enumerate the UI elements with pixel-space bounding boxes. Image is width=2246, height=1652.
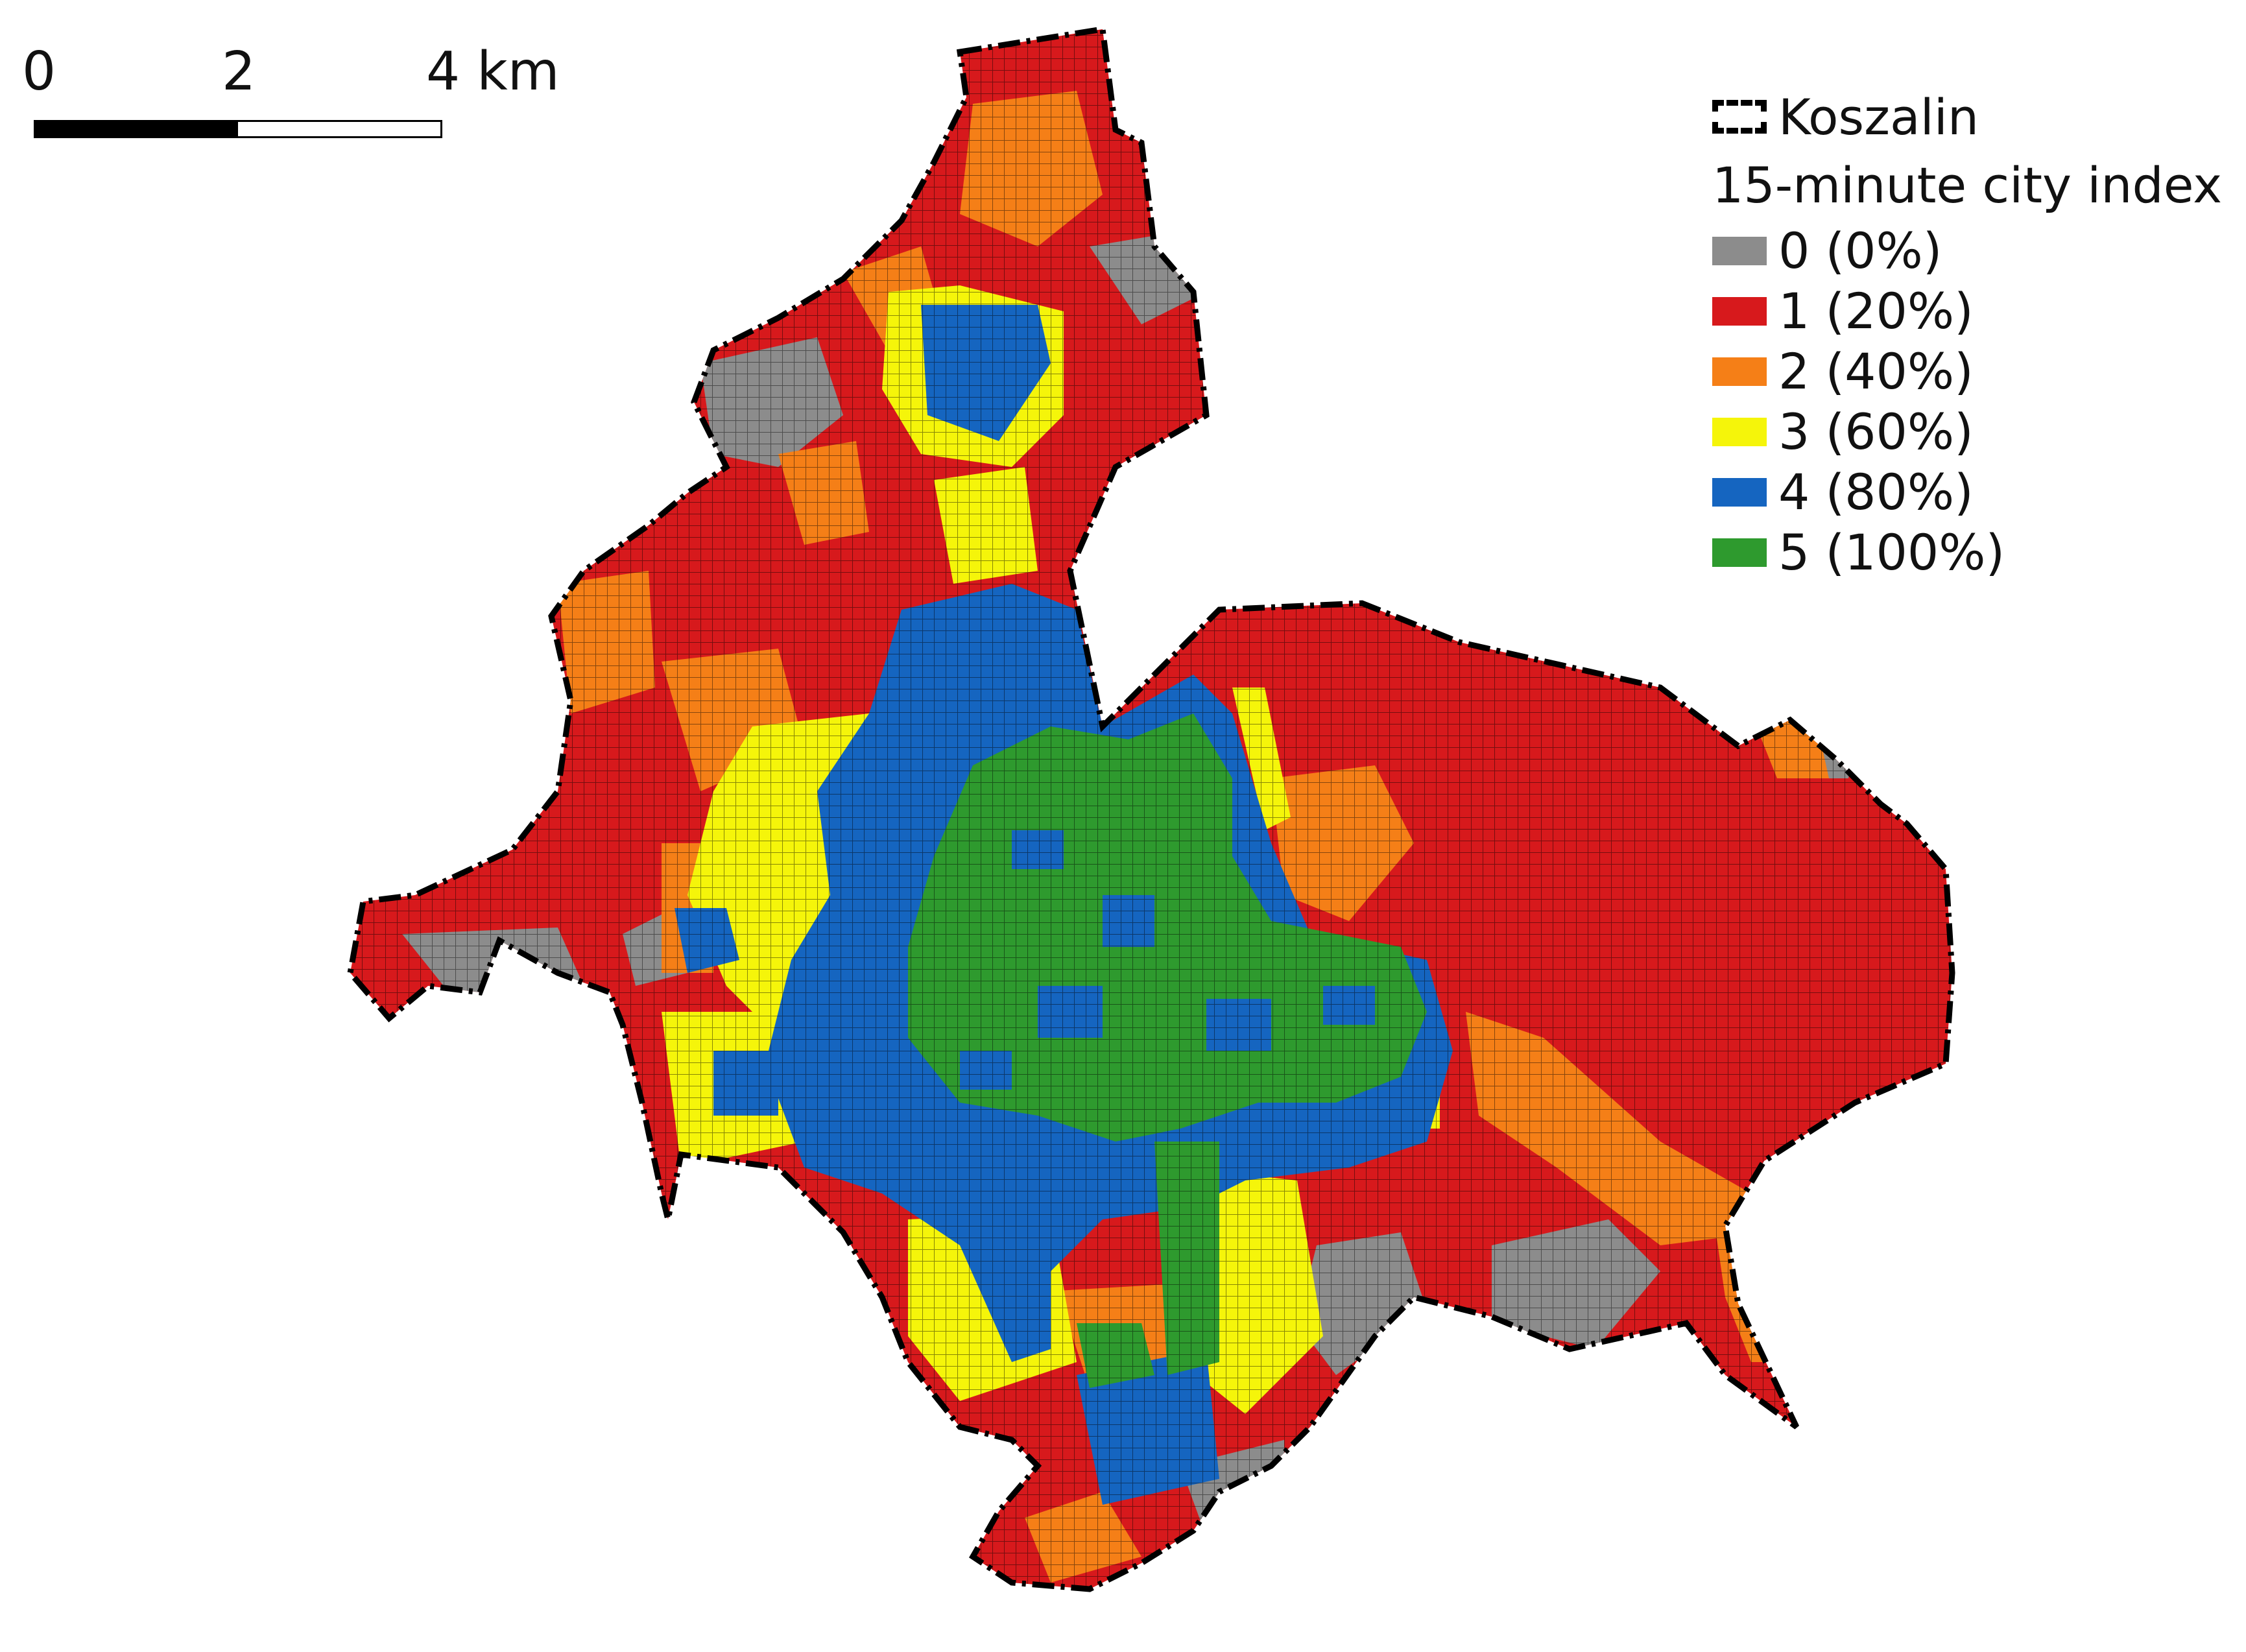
legend-swatch: [1712, 296, 1767, 326]
legend-label: 0 (0%): [1778, 222, 1942, 280]
legend-classes: 0 (0%) 1 (20%) 2 (40%) 3 (60%) 4 (80%) 5 (100…: [1712, 221, 2231, 582]
scale-tick-2: 2: [222, 41, 256, 102]
legend-swatch: [1712, 236, 1767, 265]
legend-label: 5 (100%): [1778, 523, 2005, 581]
legend-item: 1 (20%): [1712, 281, 2231, 341]
legend-label: 4 (80%): [1778, 463, 1974, 521]
legend-boundary-row: Koszalin: [1712, 84, 2231, 149]
legend-label: 1 (20%): [1778, 282, 1974, 340]
legend-swatch: [1712, 538, 1767, 567]
legend-item: 0 (0%): [1712, 221, 2231, 281]
legend-label: 3 (60%): [1778, 403, 1974, 461]
legend: Koszalin 15-minute city index 0 (0%) 1 (2…: [1712, 84, 2231, 582]
legend-swatch: [1712, 417, 1767, 446]
legend-item: 5 (100%): [1712, 522, 2231, 582]
legend-boundary-label: Koszalin: [1778, 88, 1979, 146]
legend-item: 4 (80%): [1712, 462, 2231, 522]
scale-bar: 0 2 4 km: [22, 41, 560, 149]
boundary-swatch-icon: [1712, 100, 1767, 134]
legend-item: 3 (60%): [1712, 401, 2231, 462]
legend-title: 15-minute city index: [1712, 156, 2223, 214]
scale-tick-0: 0: [22, 41, 56, 102]
legend-item: 2 (40%): [1712, 341, 2231, 401]
legend-swatch: [1712, 477, 1767, 507]
legend-label: 2 (40%): [1778, 342, 1974, 400]
scale-track: [34, 120, 442, 138]
scale-segment-black: [36, 122, 238, 136]
legend-swatch: [1712, 357, 1767, 386]
scale-tick-4km: 4 km: [426, 41, 560, 102]
